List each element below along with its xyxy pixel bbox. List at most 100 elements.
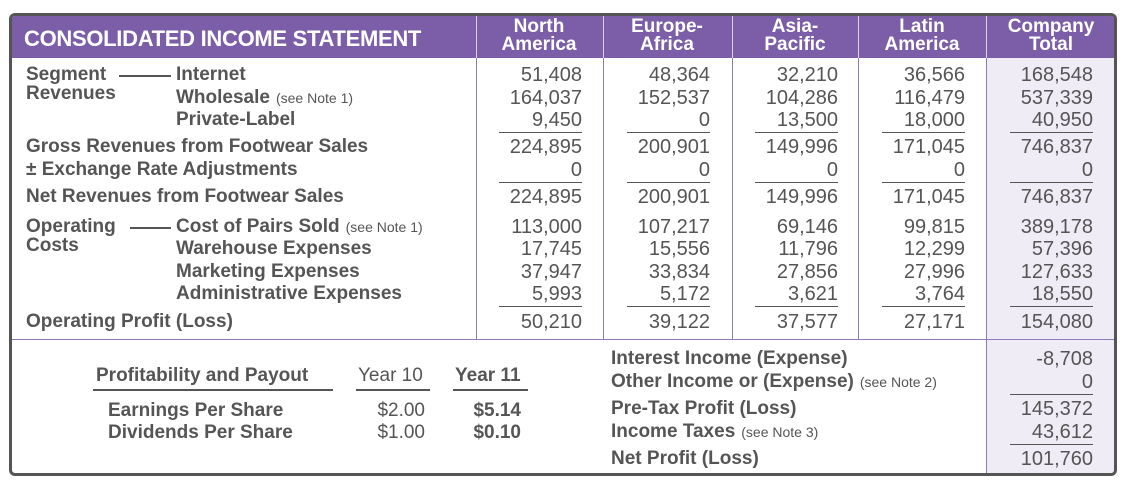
cell: 746,837	[1020, 186, 1093, 208]
company-total-column-fill	[986, 58, 1114, 473]
header-underline	[93, 389, 333, 391]
column-header-latin-america: Latin America	[859, 16, 985, 55]
cell: 0	[698, 159, 710, 181]
column-header-line: Total	[1029, 34, 1073, 55]
interest-income-value: -8,708	[1036, 348, 1093, 370]
payout-header: Profitability and Payout	[96, 365, 309, 386]
column-divider	[732, 58, 733, 340]
row-label-operating-profit: Operating Profit (Loss)	[26, 311, 233, 332]
cell: 40,950	[1031, 109, 1093, 131]
subtotal-rule	[627, 182, 710, 183]
column-header-line: Europe-	[631, 16, 703, 37]
column-header-asia-pacific: Asia- Pacific	[732, 17, 858, 54]
row-label-private-label: Private-Label	[176, 109, 296, 130]
cell: 9,450	[531, 109, 582, 131]
label-text: Other Income or (Expense)	[611, 371, 854, 392]
cell: 224,895	[509, 136, 582, 158]
subtotal-rule	[882, 306, 965, 307]
cell: 107,217	[637, 216, 710, 238]
cell: 149,996	[765, 136, 838, 158]
header-underline	[453, 389, 528, 391]
cell: 36,566	[903, 64, 965, 86]
subtotal-rule	[1010, 444, 1093, 445]
cell: 224,895	[509, 186, 582, 208]
cell: 389,178	[1020, 216, 1093, 238]
note-reference: (see Note 2)	[859, 374, 937, 390]
cell: 18,550	[1031, 283, 1093, 305]
dps-year-10: $1.00	[377, 422, 425, 443]
section-separator	[12, 339, 1114, 340]
cell: 0	[826, 159, 838, 181]
cell: 99,815	[903, 216, 965, 238]
cell: 12,299	[903, 238, 965, 260]
statement-title: CONSOLIDATED INCOME STATEMENT	[24, 26, 422, 51]
cell: 57,396	[1031, 238, 1093, 260]
subtotal-rule	[1010, 306, 1093, 307]
cell: 27,171	[903, 311, 965, 333]
cell: 0	[1081, 159, 1093, 181]
net-profit-value: 101,760	[1020, 448, 1093, 470]
column-divider	[603, 58, 604, 340]
cell: 164,037	[509, 87, 582, 109]
connector-line	[130, 227, 171, 229]
column-divider	[858, 58, 859, 340]
income-statement-panel: CONSOLIDATED INCOME STATEMENT North Amer…	[9, 13, 1117, 476]
column-header-north-america: North America	[476, 16, 602, 54]
row-label-other-income: Other Income or (Expense) (see Note 2)	[611, 371, 937, 393]
subtotal-rule	[1010, 182, 1093, 183]
column-divider	[986, 58, 987, 473]
row-label-internet: Internet	[176, 64, 246, 85]
cell: 152,537	[637, 87, 710, 109]
cell: 15,556	[648, 238, 710, 260]
connector-line	[119, 75, 171, 77]
cell: 39,122	[648, 311, 710, 333]
segment-label: Segment	[26, 64, 107, 85]
statement-header: CONSOLIDATED INCOME STATEMENT North Amer…	[12, 16, 1114, 58]
cell: 537,339	[1020, 87, 1093, 109]
row-label-net-profit: Net Profit (Loss)	[611, 448, 759, 469]
cell: 51,408	[520, 64, 582, 86]
label-text: Wholesale	[176, 87, 270, 108]
cell: 154,080	[1020, 311, 1093, 333]
cell: 13,500	[776, 109, 838, 131]
cell: 27,996	[903, 261, 965, 283]
cell: 11,796	[778, 238, 838, 260]
subtotal-rule	[1010, 132, 1093, 133]
label-text: Cost of Pairs Sold	[176, 216, 340, 237]
cell: 200,901	[637, 136, 710, 158]
column-header-line: Company	[1007, 16, 1095, 37]
column-header-line: America	[884, 34, 960, 55]
cell: 0	[570, 159, 582, 181]
operating-label: Operating	[26, 216, 116, 237]
label-text: Income Taxes	[611, 421, 736, 442]
cell: 18,000	[903, 109, 965, 131]
cell: 48,364	[648, 64, 710, 86]
row-label-income-taxes: Income Taxes (see Note 3)	[611, 421, 818, 443]
cell: 127,633	[1020, 261, 1093, 283]
cell: 104,286	[765, 87, 838, 109]
pretax-profit-value: 145,372	[1020, 398, 1093, 420]
cell: 27,856	[776, 261, 838, 283]
row-label-marketing: Marketing Expenses	[176, 261, 360, 282]
subtotal-rule	[499, 306, 582, 307]
cell: 116,479	[894, 87, 965, 109]
eps-year-11: $5.14	[473, 400, 521, 421]
cell: 200,901	[637, 186, 710, 208]
dps-label: Dividends Per Share	[108, 422, 293, 443]
column-header-line: Latin	[899, 16, 945, 37]
column-header-line: North	[513, 16, 565, 37]
note-reference: (see Note 3)	[741, 424, 819, 440]
subtotal-rule	[627, 132, 710, 133]
cell: 168,548	[1020, 64, 1093, 86]
cell: 113,000	[511, 216, 582, 238]
row-label-pretax-profit: Pre-Tax Profit (Loss)	[611, 398, 797, 419]
subtotal-rule	[627, 306, 710, 307]
cell: 0	[953, 159, 965, 181]
income-taxes-value: 43,612	[1031, 421, 1093, 443]
row-label-net-revenues: Net Revenues from Footwear Sales	[26, 186, 344, 207]
subtotal-rule	[882, 182, 965, 183]
cell: 37,577	[776, 311, 838, 333]
column-divider	[476, 58, 477, 340]
note-reference: (see Note 1)	[275, 90, 354, 106]
year-11-header: Year 11	[455, 365, 521, 386]
